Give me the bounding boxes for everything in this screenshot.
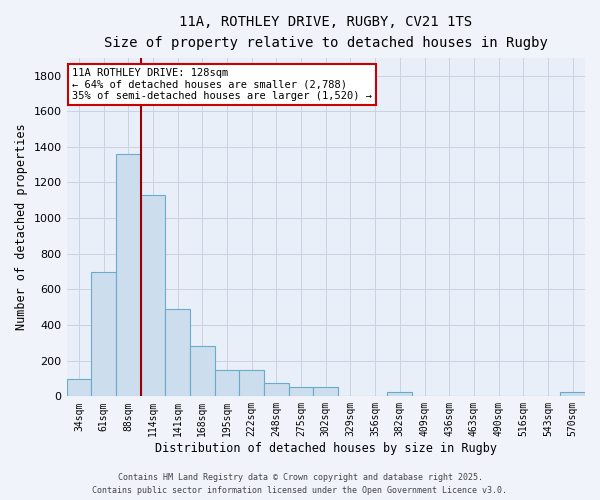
Y-axis label: Number of detached properties: Number of detached properties (15, 124, 28, 330)
Bar (116, 154, 140, 396)
Bar (239, 370, 264, 396)
Bar (140, 195, 165, 396)
Title: 11A, ROTHLEY DRIVE, RUGBY, CV21 1TS
Size of property relative to detached houses: 11A, ROTHLEY DRIVE, RUGBY, CV21 1TS Size… (104, 15, 548, 50)
Bar (91, 272, 116, 396)
Bar (388, 392, 412, 396)
Bar (560, 392, 585, 396)
X-axis label: Distribution of detached houses by size in Rugby: Distribution of detached houses by size … (155, 442, 497, 455)
Bar (289, 388, 313, 396)
Bar (67, 378, 91, 396)
Bar (165, 309, 190, 396)
Text: 11A ROTHLEY DRIVE: 128sqm
← 64% of detached houses are smaller (2,788)
35% of se: 11A ROTHLEY DRIVE: 128sqm ← 64% of detac… (72, 68, 372, 101)
Bar (313, 388, 338, 396)
Text: Contains HM Land Registry data © Crown copyright and database right 2025.
Contai: Contains HM Land Registry data © Crown c… (92, 474, 508, 495)
Bar (215, 370, 239, 396)
Bar (264, 383, 289, 396)
Bar (190, 346, 215, 397)
